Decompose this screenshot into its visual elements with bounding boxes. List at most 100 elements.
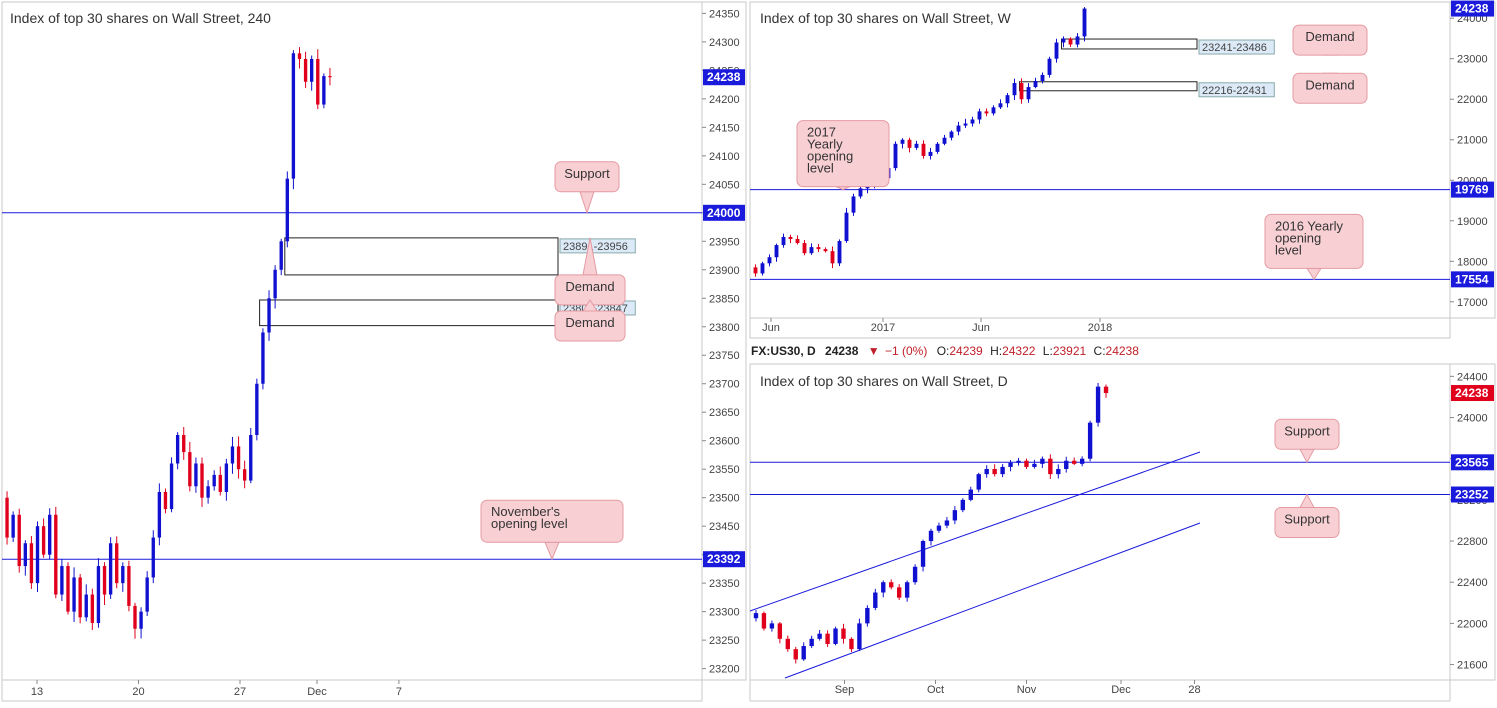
daily-candle-body [1072,460,1077,464]
daily-time-axis[interactable] [749,679,1451,702]
daily-candle-body [793,649,798,660]
weekly-candle-body [753,267,758,274]
weekly-price-axis[interactable] [1449,1,1496,319]
h4-candle-body [175,435,180,464]
h4-candle-body [212,474,216,487]
daily-last-price-badge [1451,385,1494,402]
h4-ytick-label: 23200 [709,664,740,676]
h4-callout-text: November's opening level [491,504,568,531]
daily-ytick-label: 22000 [1457,618,1488,630]
weekly-callout-text: Demand [1305,29,1354,44]
daily-price-axis[interactable] [1449,363,1496,681]
daily-candle-body [777,623,783,639]
daily-candle-body [801,646,806,660]
daily-candle-body [1087,422,1093,459]
daily-level-badge [1451,486,1494,503]
h4-candle-body [66,566,70,612]
weekly-ytick-label: 21000 [1457,135,1488,147]
weekly-candle-body [1012,83,1017,96]
h4-callout[interactable]: November's opening level [480,499,624,561]
weekly-level-badge-text: 17554 [1455,272,1489,286]
weekly-candle-body [907,139,912,148]
weekly-demand-zone[interactable] [1019,81,1198,92]
daily-candle-body [825,633,830,644]
h4-candle-body [35,526,40,584]
weekly-callout[interactable]: 2017 Yearly opening level [796,120,890,191]
weekly-candle-body [991,107,996,114]
daily-candle-body [1000,466,1005,475]
weekly-candle-body [816,247,821,250]
daily-ytick-label: 22400 [1457,577,1488,589]
weekly-candle-body [928,151,933,156]
daily-callout[interactable]: Support [1274,418,1340,464]
weekly-ytick-label: 19000 [1457,216,1488,228]
daily-candle-body [912,566,918,583]
channel-upper-line[interactable] [749,451,1201,612]
daily-candle-body [849,638,854,650]
daily-ytick-label: 22800 [1457,536,1488,548]
daily-chart-title: Index of top 30 shares on Wall Street, D [760,373,1008,389]
h4-callout[interactable]: Demand [554,299,626,342]
header-open-label: O: [937,344,950,358]
daily-candle-body [889,582,894,588]
daily-callout-box [1274,507,1340,539]
weekly-callout-text: 2017 Yearly opening level [807,125,853,176]
h4-candles [5,47,332,639]
weekly-callout[interactable]: 2016 Yearly opening level [1264,213,1364,281]
h4-candle-body [60,566,64,595]
header-close: 24238 [1106,344,1140,358]
h4-demand-zone[interactable] [284,237,559,276]
weekly-candle-body [1040,74,1045,81]
h4-candle-body [102,566,107,595]
weekly-candle-body [1047,58,1052,75]
daily-ytick-label: 24000 [1457,413,1488,425]
weekly-candle-body [970,119,975,124]
weekly-candle-body [1005,95,1010,104]
weekly-chart-pane[interactable]: 23241-23486 22216-22431 2017 Yearly opening… [749,0,1496,339]
daily-candle-body [753,613,759,619]
h4-candle-body [169,463,174,510]
h4-candle-body [11,514,15,538]
weekly-candle-body [844,212,849,242]
daily-callout[interactable]: Support [1274,493,1340,539]
channel-lower-line[interactable] [784,522,1201,679]
h4-last-price-text: 24238 [707,70,741,84]
header-price: 24238 [825,344,859,358]
h4-candle-body [255,383,259,436]
weekly-candle-body [1033,81,1038,88]
weekly-candle-body [858,188,863,197]
h4-level-badge-text: 23392 [707,552,741,566]
h4-callout[interactable]: Support [554,161,620,215]
header-close-label: C: [1094,344,1106,358]
daily-xtick-label: Nov [1017,684,1037,696]
weekly-candle-body [1026,87,1031,100]
ascending-channel[interactable] [749,451,1201,679]
weekly-callout-box [796,120,890,188]
daily-candle-body [960,499,966,511]
header-open: 24239 [949,344,983,358]
h4-candle-body [17,514,21,567]
weekly-demand-zone[interactable] [1061,38,1198,50]
weekly-candle-body [1068,38,1073,45]
h4-chart-pane[interactable]: 23891-2395623802-23847 SupportDemandDema… [1,1,747,702]
h4-xtick-label: Dec [307,686,327,698]
header-low-label: L: [1043,344,1053,358]
header-high: 24322 [1002,344,1036,358]
h4-xtick-label: 13 [31,686,43,698]
h4-time-axis[interactable] [1,679,703,702]
daily-candle-body [841,628,846,639]
weekly-chart-title: Index of top 30 shares on Wall Street, W [760,10,1012,26]
weekly-callout[interactable]: Demand [1292,24,1368,56]
daily-candle-body [873,592,878,608]
weekly-callout[interactable]: Demand [1292,72,1368,104]
h4-candle-body [96,566,101,624]
weekly-zone-label-bg [1198,39,1275,55]
h4-candle-body [303,58,308,82]
h4-level-badge [703,551,745,568]
h4-candle-body [242,469,247,481]
daily-candle-body [904,582,910,598]
h4-ytick-label: 23850 [709,293,740,305]
h4-ytick-label: 23600 [709,436,740,448]
symbol-header: FX:US30, D 24238 ▼ −1 (0%) O:24239 H:243… [748,339,1497,363]
